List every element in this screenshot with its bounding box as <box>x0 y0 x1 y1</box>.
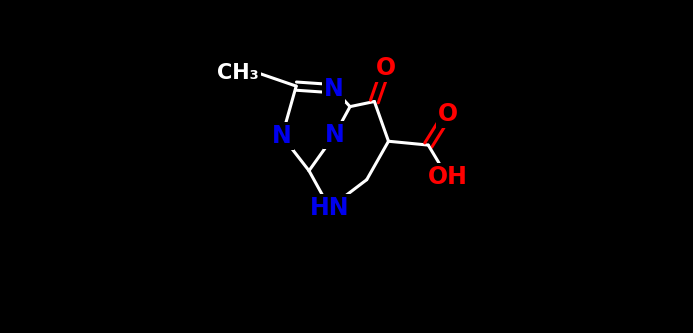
Text: O: O <box>376 56 396 80</box>
Text: O: O <box>437 102 457 126</box>
Text: CH₃: CH₃ <box>218 63 259 83</box>
Text: N: N <box>272 124 292 148</box>
Text: N: N <box>324 77 343 101</box>
Text: OH: OH <box>428 165 467 189</box>
Text: HN: HN <box>310 196 349 220</box>
Text: N: N <box>325 123 344 147</box>
